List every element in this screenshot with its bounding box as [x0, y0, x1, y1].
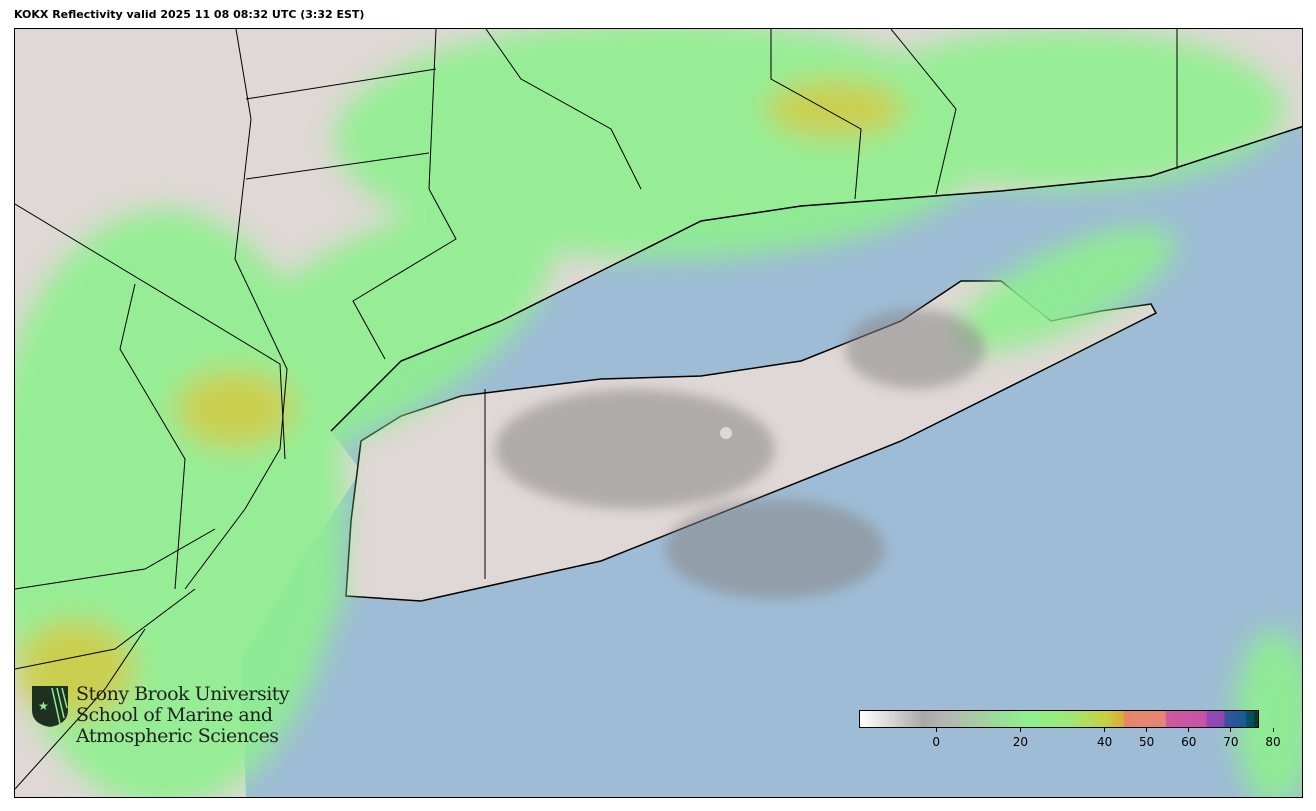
colorbar-tick [1104, 728, 1106, 732]
radar-echoes [15, 29, 1302, 797]
colorbar-tick-label: 0 [932, 735, 940, 749]
radar-map[interactable] [14, 28, 1303, 798]
colorbar-tick-label: 50 [1139, 735, 1155, 749]
sbu-somas-logo: ★ Stony Brook University School of Marin… [30, 683, 290, 747]
reflectivity-colorbar [859, 710, 1259, 728]
mainland [15, 29, 1302, 797]
shield-star-icon: ★ [32, 686, 68, 727]
logo-line-3: Atmospheric Sciences [76, 725, 279, 747]
map-canvas [15, 29, 1302, 797]
svg-text:★: ★ [38, 699, 49, 713]
logo-line-1: Stony Brook University [76, 683, 290, 705]
logo-line-2: School of Marine and [76, 704, 273, 726]
colorbar-tick [1146, 728, 1148, 732]
colorbar-tick-label: 80 [1265, 735, 1281, 749]
radar-site-marker [720, 427, 732, 439]
map-title: KOKX Reflectivity valid 2025 11 08 08:32… [14, 8, 365, 21]
colorbar-tick [935, 728, 937, 732]
colorbar-tick-label: 60 [1181, 735, 1197, 749]
colorbar-tick [1272, 728, 1274, 732]
colorbar-tick-label: 20 [1012, 735, 1028, 749]
colorbar-tick-label: 70 [1223, 735, 1239, 749]
colorbar-tick [1019, 728, 1021, 732]
colorbar-tick [1188, 728, 1190, 732]
state-borders [15, 29, 1178, 790]
colorbar-tick-label: 40 [1096, 735, 1113, 749]
radar-clutter [495, 309, 985, 599]
coastline [330, 125, 1302, 432]
colorbar-tick [1230, 728, 1232, 732]
